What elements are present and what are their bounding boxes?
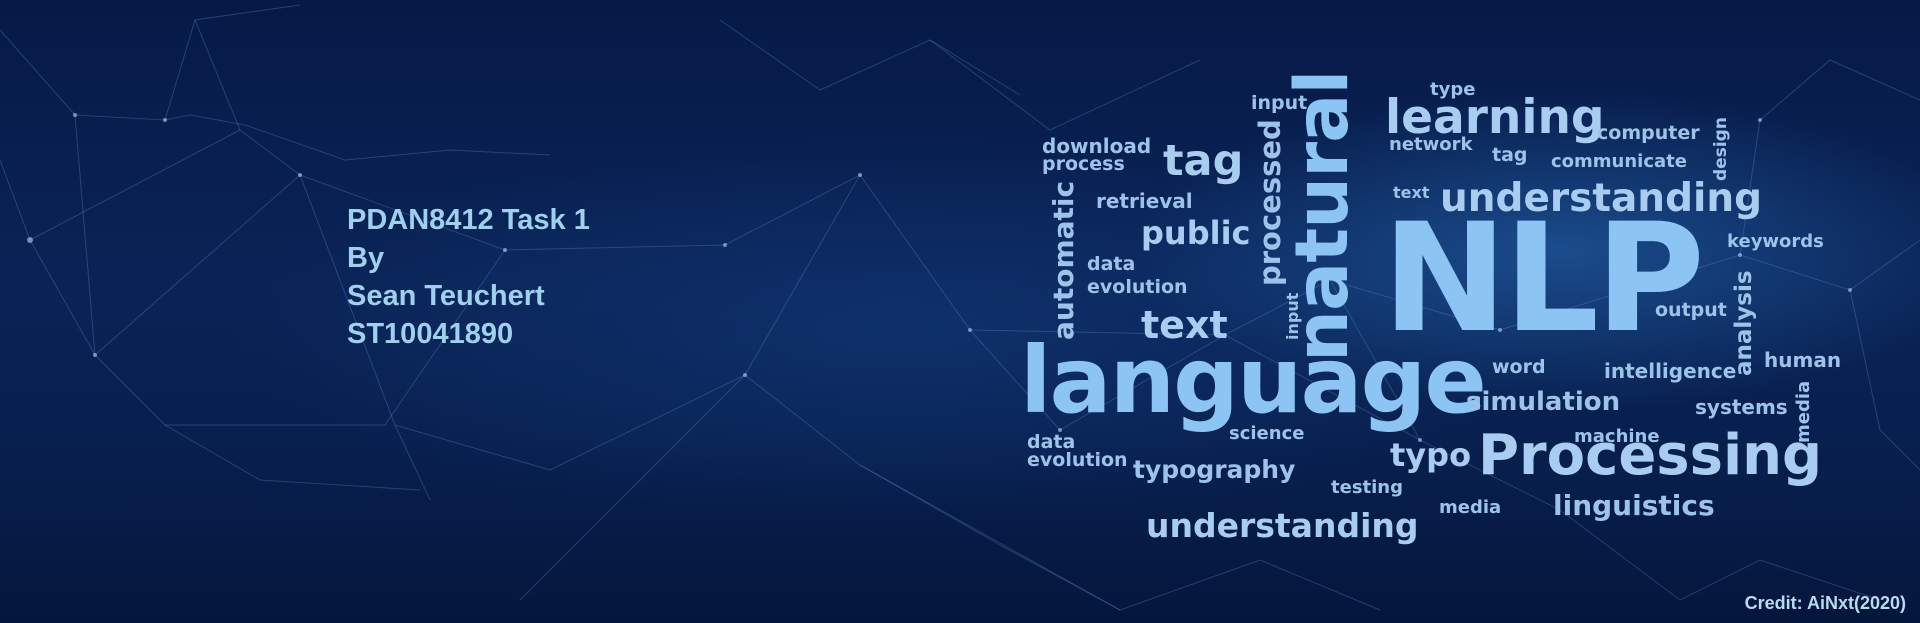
word-cloud-word: text: [1141, 303, 1228, 347]
student-number: ST10041890: [347, 318, 514, 350]
by-label: By: [347, 242, 385, 274]
word-cloud-word: NLP: [1382, 192, 1705, 366]
word-cloud-word: communicate: [1551, 151, 1687, 172]
word-cloud-word: simulation: [1466, 387, 1621, 417]
word-cloud-word: systems: [1695, 395, 1788, 419]
word-cloud-word: processed: [1253, 119, 1287, 286]
word-cloud-word: learning: [1385, 90, 1605, 145]
word-cloud-word: evolution: [1027, 449, 1128, 471]
word-cloud-word: understanding: [1440, 176, 1763, 221]
word-cloud-word: science: [1229, 423, 1305, 444]
word-cloud-word: typography: [1133, 455, 1296, 484]
word-cloud-word: download: [1042, 134, 1152, 158]
word-cloud-word: media: [1793, 380, 1814, 443]
word-cloud-word: human: [1764, 348, 1842, 372]
word-cloud-word: Processing: [1478, 423, 1823, 488]
word-cloud-word: typo: [1390, 436, 1472, 474]
word-cloud-word: tag: [1492, 144, 1528, 166]
word-cloud-word: input: [1251, 92, 1308, 114]
word-cloud-word: retrieval: [1096, 189, 1193, 213]
word-cloud-word: language: [1020, 327, 1487, 434]
word-cloud-word: intelligence: [1604, 359, 1737, 383]
word-cloud-word: understanding: [1146, 506, 1419, 545]
word-cloud-word: analysis: [1731, 270, 1757, 376]
word-cloud-word: computer: [1597, 122, 1700, 144]
author-name: Sean Teuchert: [347, 280, 545, 312]
word-cloud-word: data: [1087, 253, 1136, 275]
word-cloud-word: output: [1655, 299, 1727, 321]
word-cloud-word: process: [1042, 153, 1125, 175]
word-cloud-word: evolution: [1087, 276, 1188, 298]
presentation-title-block: PDAN8412 Task 1 By Sean Teuchert ST10041…: [347, 201, 590, 353]
word-cloud-word: input: [1283, 292, 1302, 340]
word-cloud-word: machine: [1574, 426, 1660, 447]
word-cloud-word: media: [1439, 497, 1502, 518]
word-cloud-word: tag: [1163, 136, 1244, 186]
word-cloud-word: data: [1027, 431, 1076, 453]
word-cloud-word: text: [1393, 183, 1430, 202]
word-cloud-word: public: [1141, 214, 1251, 252]
word-cloud-word: design: [1711, 117, 1731, 181]
word-cloud-word: testing: [1331, 477, 1403, 498]
course-task-title: PDAN8412 Task 1: [347, 204, 590, 236]
word-cloud-word: linguistics: [1553, 489, 1715, 522]
word-cloud-word: type: [1430, 79, 1476, 100]
word-cloud-word: word: [1492, 356, 1546, 378]
word-cloud-word: network: [1389, 134, 1473, 155]
image-credit: Credit: AiNxt(2020): [1744, 593, 1906, 613]
word-cloud-word: keywords: [1727, 231, 1824, 252]
word-cloud-word: automatic: [1047, 180, 1080, 340]
